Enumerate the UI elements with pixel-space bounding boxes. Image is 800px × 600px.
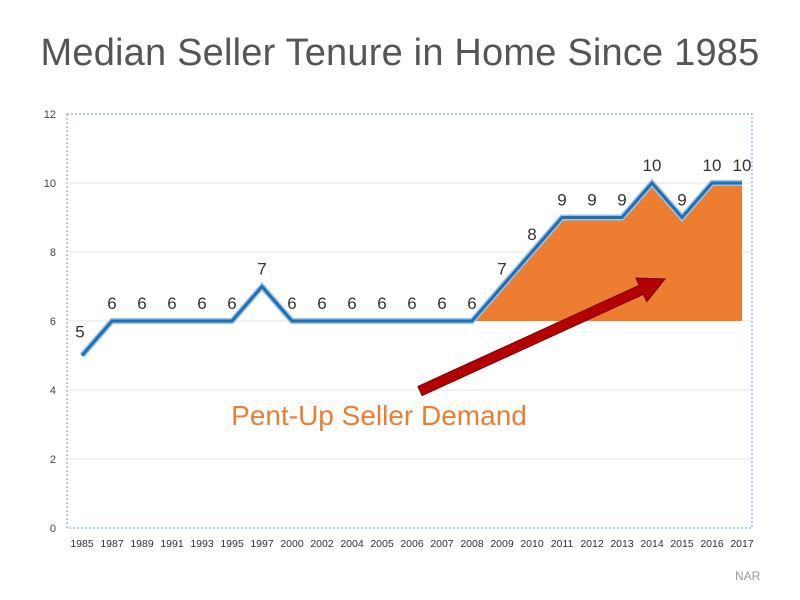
x-tick-label: 2006 [400,538,424,550]
x-tick-label: 1985 [70,538,94,550]
data-label: 7 [497,260,506,279]
x-tick-label: 2008 [460,538,484,550]
x-tick-label: 1989 [130,538,154,550]
data-label: 6 [377,294,386,313]
x-tick-label: 2004 [340,538,364,550]
data-label: 10 [643,156,662,175]
y-tick-label: 4 [50,385,56,397]
x-tick-label: 2002 [310,538,334,550]
y-tick-label: 8 [50,247,56,259]
data-label: 6 [437,294,446,313]
x-tick-label: 1991 [160,538,184,550]
data-label: 6 [167,294,176,313]
x-tick-label: 2012 [580,538,604,550]
data-label: 6 [137,294,146,313]
data-label: 10 [733,156,752,175]
source-label: NAR [735,569,761,583]
x-tick-label: 2000 [280,538,304,550]
x-tick-label: 2005 [370,538,394,550]
data-label: 6 [197,294,206,313]
x-tick-label: 2009 [490,538,514,550]
y-tick-label: 10 [44,178,56,190]
y-tick-label: 0 [50,523,56,535]
x-tick-label: 2007 [430,538,454,550]
x-tick-label: 2011 [551,538,574,550]
x-tick-label: 2017 [730,538,754,550]
annotation-label: Pent-Up Seller Demand [231,400,527,431]
data-label: 6 [407,294,416,313]
x-tick-label: 2016 [700,538,724,550]
data-label: 9 [677,191,686,210]
x-tick-label: 2015 [670,538,694,550]
data-label: 9 [587,191,596,210]
data-label: 6 [107,294,116,313]
data-label: 8 [527,225,536,244]
data-label: 6 [227,294,236,313]
chart-title: Median Seller Tenure in Home Since 1985 [40,32,760,74]
data-label: 9 [617,191,626,210]
x-tick-label: 1997 [250,538,274,550]
shaded-area [472,183,742,321]
data-label: 6 [467,294,476,313]
x-tick-label: 1987 [100,538,124,550]
x-tick-label: 2010 [520,538,544,550]
annotation-arrow [417,277,667,397]
data-label: 6 [347,294,356,313]
data-label: 9 [557,191,566,210]
data-label: 6 [317,294,326,313]
x-tick-label: 1993 [190,538,214,550]
x-tick-label: 1995 [220,538,244,550]
y-tick-label: 2 [50,454,56,466]
data-label: 7 [257,260,266,279]
data-label: 6 [287,294,296,313]
y-tick-label: 6 [50,316,56,328]
x-tick-label: 2013 [610,538,634,550]
data-label: 10 [703,156,722,175]
x-tick-label: 2014 [640,538,664,550]
y-tick-label: 12 [44,109,56,121]
data-label: 5 [75,323,84,342]
